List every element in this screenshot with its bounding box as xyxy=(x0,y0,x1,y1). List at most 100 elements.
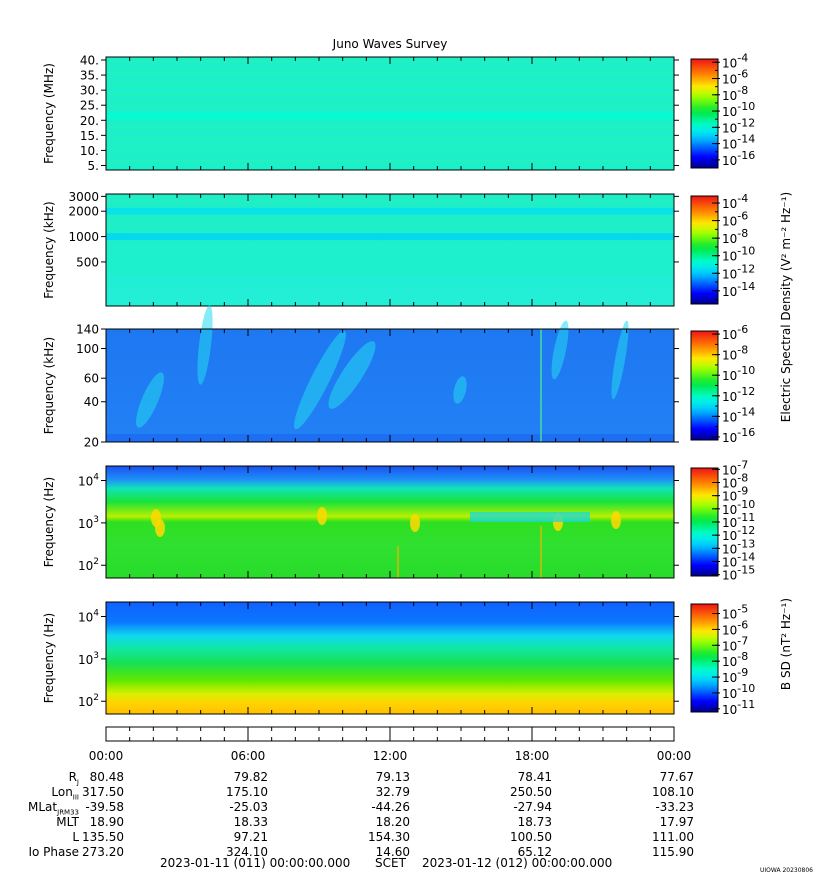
colorbar-tick-label: 10-9 xyxy=(722,666,748,685)
y-tick-label: 104 xyxy=(78,472,99,488)
colorbar-tick-label: 10-12 xyxy=(722,262,755,281)
ephemeris-label-text: L xyxy=(72,830,79,844)
colorbar-2 xyxy=(690,195,719,305)
colorbar-tick-label: 10-8 xyxy=(722,471,748,490)
ephemeris-value: 32.79 xyxy=(375,785,410,799)
ephemeris-label-text: MLT xyxy=(56,815,79,829)
ephemeris-value: 65.12 xyxy=(517,845,552,859)
emission-burst xyxy=(611,511,621,529)
colorbar-tick-label: 10-8 xyxy=(722,650,748,669)
emission-wisp xyxy=(611,320,629,400)
time-tick-label: 12:00 xyxy=(373,749,408,763)
y-tick-label: 40. xyxy=(80,54,99,68)
footer-time-frame: SCET xyxy=(375,856,406,870)
colorbar-tick-label: 10-8 xyxy=(722,344,748,363)
emission-burst xyxy=(155,519,165,537)
processing-stamp: UIOWA 20230806 xyxy=(759,867,813,874)
colorbar-tick-label: 10-16 xyxy=(722,149,755,168)
y-tick-label: 1000 xyxy=(68,230,99,244)
emission-wisp xyxy=(136,372,164,428)
y-tick-label: 104 xyxy=(78,608,99,624)
ephemeris-value: 80.48 xyxy=(89,770,124,784)
emission-wisp xyxy=(294,330,346,430)
ephemeris-label: LonIII xyxy=(51,785,79,801)
time-tick-label: 00:00 xyxy=(657,749,692,763)
y-tick-label: 60 xyxy=(84,372,99,386)
panel-1: 40.35.30.25.20.15.10.5. Frequency (MHz) 10… xyxy=(42,51,755,173)
ephemeris-label: L xyxy=(72,830,79,844)
colorbar-tick-label: 10-14 xyxy=(722,133,755,152)
background-band xyxy=(106,105,674,107)
background-band xyxy=(106,94,674,96)
colorbar-tick-label: 10-7 xyxy=(722,458,748,477)
ephemeris-value: 79.82 xyxy=(233,770,268,784)
colorbar-tick-label: 10-9 xyxy=(722,485,748,504)
y-axis-label-4: Frequency (Hz) xyxy=(42,477,56,568)
ephemeris-label-text: R xyxy=(68,770,77,784)
ephemeris-label-subscript: J xyxy=(76,778,79,787)
ephemeris-value: 100.50 xyxy=(510,830,552,844)
ephemeris-label: MLT xyxy=(56,815,79,829)
y-tick-label: 100 xyxy=(76,342,99,356)
colorbar-3 xyxy=(690,330,719,441)
y-tick-label: 20. xyxy=(80,114,99,128)
electric-colorbar-label: Electric Spectral Density (V² m⁻² Hz⁻¹) xyxy=(779,191,793,423)
ephemeris-value: 77.67 xyxy=(659,770,694,784)
colorbar-tick-label: 10-6 xyxy=(722,210,748,229)
emission-wisp xyxy=(453,376,467,404)
panel-4: 104 103 102 Frequency (Hz) 10-710-810-910-10… xyxy=(42,458,755,582)
colorbar-tick-label: 10-11 xyxy=(722,511,755,530)
colorbar-tick-label: 10-4 xyxy=(722,51,748,70)
spectrogram-5 xyxy=(106,602,674,714)
emission-wisp xyxy=(197,305,213,385)
ephemeris-label-subscript: III xyxy=(72,793,79,802)
y-tick-label: 35. xyxy=(80,69,99,83)
colorbar-tick-label: 10-16 xyxy=(722,426,755,445)
y-tick-label: 25. xyxy=(80,99,99,113)
colorbar-tick-label: 10-12 xyxy=(722,385,755,404)
ephemeris-value: 175.10 xyxy=(226,785,268,799)
ephemeris-label: Io Phase xyxy=(28,845,79,859)
background-band xyxy=(106,149,674,151)
time-tick-label: 00:00 xyxy=(89,749,124,763)
ephemeris-value: 154.30 xyxy=(368,830,410,844)
colorbar-tick-label: 10-8 xyxy=(722,227,748,246)
ephemeris-label-subscript: JRM33 xyxy=(57,808,79,817)
y-tick-label: 3000 xyxy=(68,190,99,204)
background-band xyxy=(106,160,674,162)
ephemeris-value: 14.60 xyxy=(375,845,410,859)
colorbar-tick-label: 10-10 xyxy=(722,364,755,383)
colorbar-tick-label: 10-6 xyxy=(722,323,748,342)
colorbar-tick-label: 10-10 xyxy=(722,498,755,517)
emission-burst xyxy=(410,514,420,532)
ephemeris-value: 17.97 xyxy=(659,815,694,829)
panel-3: 140 100 60 40 20 Frequency (kHz) 10-6 10-810-10… xyxy=(42,305,755,450)
y-tick-label: 103 xyxy=(78,650,99,666)
y-tick-label: 10. xyxy=(80,144,99,158)
background-band xyxy=(106,138,674,140)
y-tick-label: 102 xyxy=(78,693,99,709)
footer-start-time: 2023-01-11 (011) 00:00:00.000 xyxy=(160,856,351,870)
time-tick-label: 06:00 xyxy=(231,749,266,763)
ephemeris-value: 18.73 xyxy=(517,815,552,829)
emission-band-1 xyxy=(106,207,674,215)
colorbar-tick-label: 10-14 xyxy=(722,280,755,299)
y-axis-label-1: Frequency (MHz) xyxy=(42,63,56,164)
time-tick-label: 18:00 xyxy=(515,749,550,763)
colorbar-tick-label: 10-10 xyxy=(722,100,755,119)
colorbar-tick-label: 10-14 xyxy=(722,551,755,570)
colorbar-tick-label: 10-12 xyxy=(722,116,755,135)
emission-band xyxy=(470,512,590,522)
ephemeris-value: -44.26 xyxy=(371,800,410,814)
emission-band-1 xyxy=(106,112,674,120)
y-tick-label: 20 xyxy=(84,436,99,450)
ephemeris-value: -39.58 xyxy=(85,800,124,814)
ephemeris-value: 108.10 xyxy=(652,785,694,799)
y-axis-label-2: Frequency (kHz) xyxy=(42,201,56,298)
ephemeris-value: 115.90 xyxy=(652,845,694,859)
chart-title: Juno Waves Survey xyxy=(332,37,448,51)
colorbar-tick-label: 10-12 xyxy=(722,524,755,543)
colorbar-tick-label: 10-5 xyxy=(722,603,748,622)
